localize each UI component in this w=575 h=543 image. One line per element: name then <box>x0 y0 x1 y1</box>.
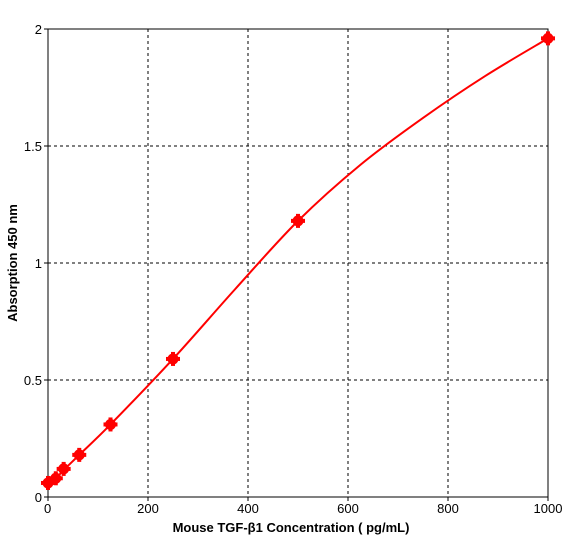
x-tick-label: 800 <box>437 501 459 516</box>
y-tick-label: 2 <box>35 22 42 37</box>
x-axis-title: Mouse TGF-β1 Concentration ( pg/mL) <box>173 520 410 535</box>
data-points <box>41 31 555 490</box>
x-tick-label: 600 <box>337 501 359 516</box>
data-point <box>48 471 63 486</box>
data-point <box>166 351 180 366</box>
y-tick-label: 1.5 <box>24 139 42 154</box>
y-tick-label: 1 <box>35 256 42 271</box>
data-point <box>541 31 555 46</box>
data-point <box>72 447 87 462</box>
x-tick-label: 200 <box>137 501 159 516</box>
data-point <box>103 417 118 432</box>
y-axis-title: Absorption 450 nm <box>5 204 20 322</box>
y-tick-label: 0 <box>35 490 42 505</box>
x-tick-label: 400 <box>237 501 259 516</box>
y-tick-label: 0.5 <box>24 373 42 388</box>
data-point <box>291 213 305 228</box>
x-tick-label: 1000 <box>534 501 563 516</box>
x-axis-ticks: 0 200 400 600 800 1000 <box>44 497 562 516</box>
data-point <box>56 461 71 476</box>
x-tick-label: 0 <box>44 501 51 516</box>
grid-lines <box>48 29 548 497</box>
y-axis-ticks: 0 0.5 1 1.5 2 <box>24 22 48 505</box>
